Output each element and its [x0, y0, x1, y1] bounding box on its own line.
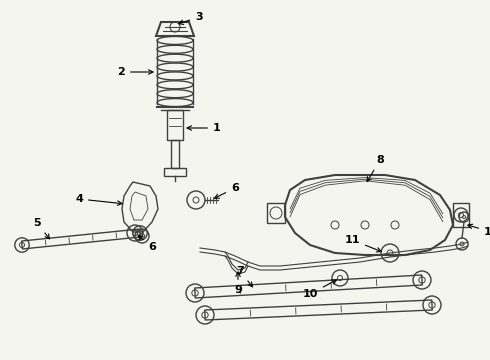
- Text: 8: 8: [367, 155, 384, 181]
- Text: 5: 5: [33, 218, 49, 239]
- Text: 1: 1: [187, 123, 221, 133]
- Text: 7: 7: [236, 266, 252, 287]
- Text: 4: 4: [75, 194, 122, 205]
- Text: 6: 6: [215, 183, 239, 198]
- Bar: [164, 168, 186, 176]
- Text: 6: 6: [138, 235, 156, 252]
- Text: 12: 12: [468, 224, 490, 237]
- Text: 11: 11: [344, 235, 381, 252]
- Bar: [171, 140, 179, 168]
- Bar: [453, 203, 469, 227]
- Bar: [267, 203, 285, 223]
- Text: 3: 3: [179, 12, 203, 24]
- Text: 10: 10: [303, 280, 337, 299]
- Text: 2: 2: [117, 67, 153, 77]
- Bar: [167, 110, 183, 140]
- Text: 9: 9: [234, 272, 242, 295]
